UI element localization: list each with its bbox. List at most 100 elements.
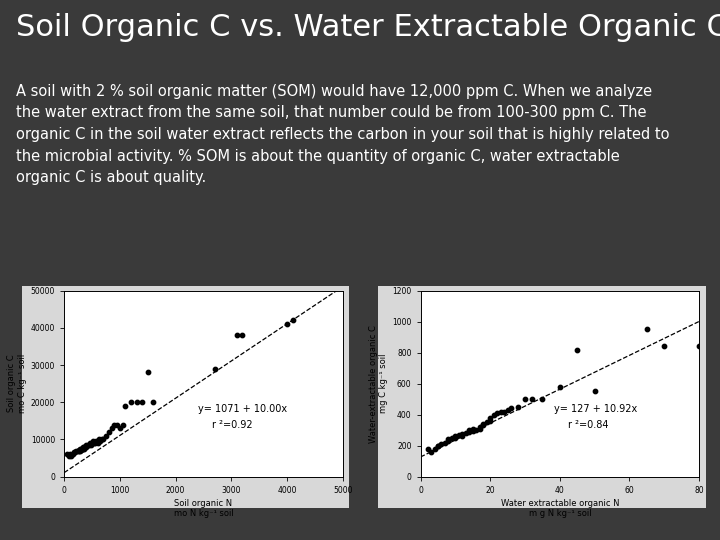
Point [68, 448, 80, 457]
Point [481, 418, 492, 427]
Point [96, 435, 108, 444]
Point [73, 446, 85, 454]
Point [125, 398, 137, 407]
Point [485, 416, 496, 425]
Point [114, 424, 126, 433]
Point [78, 444, 90, 453]
Point [477, 420, 489, 428]
Point [526, 395, 538, 403]
Point [112, 420, 123, 429]
Point [73, 446, 84, 455]
Point [94, 437, 106, 445]
Point [86, 439, 98, 448]
Point [89, 439, 100, 448]
Point [474, 423, 485, 431]
Point [82, 441, 94, 449]
Text: r ²=0.84: r ²=0.84 [568, 420, 608, 430]
Point [85, 441, 96, 449]
Point [460, 429, 472, 437]
Point [84, 439, 96, 448]
Point [449, 434, 461, 442]
Point [209, 364, 220, 373]
Point [67, 450, 78, 458]
Point [485, 414, 496, 422]
Point [443, 435, 454, 444]
Point [148, 398, 159, 407]
Point [136, 398, 148, 407]
Point [554, 382, 566, 391]
Point [77, 442, 89, 451]
Point [109, 420, 120, 429]
Point [505, 404, 517, 413]
Point [502, 406, 513, 414]
Point [488, 410, 500, 419]
Point [231, 331, 243, 340]
Point [92, 439, 104, 448]
Point [495, 407, 506, 416]
Point [79, 442, 91, 451]
Point [75, 444, 86, 453]
Point [91, 437, 102, 445]
Point [71, 446, 82, 455]
Point [456, 432, 468, 441]
Point [65, 452, 76, 461]
Point [70, 448, 81, 457]
Point [471, 426, 482, 434]
Point [659, 342, 670, 351]
Point [89, 439, 101, 448]
Point [120, 402, 131, 410]
Point [443, 437, 454, 445]
Point [474, 424, 485, 433]
Y-axis label: Water-extractable organic C
mg C kg⁻¹ soil: Water-extractable organic C mg C kg⁻¹ so… [369, 325, 388, 443]
X-axis label: Water extractable organic N
m g N kg⁻¹ soil: Water extractable organic N m g N kg⁻¹ s… [500, 499, 619, 518]
Point [77, 444, 89, 453]
Point [87, 437, 99, 445]
Point [72, 446, 84, 455]
Point [426, 448, 437, 456]
Point [492, 409, 503, 417]
Point [80, 442, 91, 451]
Point [453, 430, 464, 439]
Point [536, 395, 548, 403]
Point [142, 368, 153, 377]
Point [117, 420, 128, 429]
Point [80, 442, 91, 451]
Point [432, 441, 444, 450]
Point [422, 444, 433, 453]
Point [449, 431, 461, 440]
Y-axis label: Soil organic C
mo C kg⁻¹ soil: Soil organic C mo C kg⁻¹ soil [7, 354, 27, 413]
Text: r ²=0.92: r ²=0.92 [212, 420, 253, 430]
Point [78, 442, 89, 451]
Point [103, 428, 114, 436]
Point [436, 440, 447, 448]
Text: Soil Organic C vs. Water Extractable Organic C: Soil Organic C vs. Water Extractable Org… [16, 14, 720, 43]
Point [513, 402, 524, 411]
Point [432, 442, 444, 451]
Point [74, 444, 86, 453]
Point [237, 331, 248, 340]
Point [131, 398, 143, 407]
Text: y= 1071 + 10.00x: y= 1071 + 10.00x [198, 403, 287, 414]
Point [282, 320, 293, 328]
Point [572, 345, 583, 354]
Point [428, 445, 440, 454]
Text: A soil with 2 % soil organic matter (SOM) would have 12,000 ppm C. When we analy: A soil with 2 % soil organic matter (SOM… [16, 84, 670, 185]
Point [93, 435, 104, 444]
Text: y= 127 + 10.92x: y= 127 + 10.92x [554, 403, 637, 414]
Point [97, 435, 109, 444]
Point [439, 438, 451, 447]
X-axis label: Soil organic N
mo N kg⁻¹ soil: Soil organic N mo N kg⁻¹ soil [174, 499, 233, 518]
Point [64, 450, 76, 458]
Point [477, 421, 489, 430]
Point [106, 424, 117, 433]
Point [456, 430, 468, 438]
Point [519, 395, 531, 403]
Point [467, 427, 479, 435]
Point [464, 427, 475, 436]
Point [100, 431, 112, 440]
Point [83, 441, 94, 449]
Point [589, 387, 600, 396]
Point [61, 450, 73, 458]
Point [446, 434, 458, 442]
Point [467, 424, 479, 433]
